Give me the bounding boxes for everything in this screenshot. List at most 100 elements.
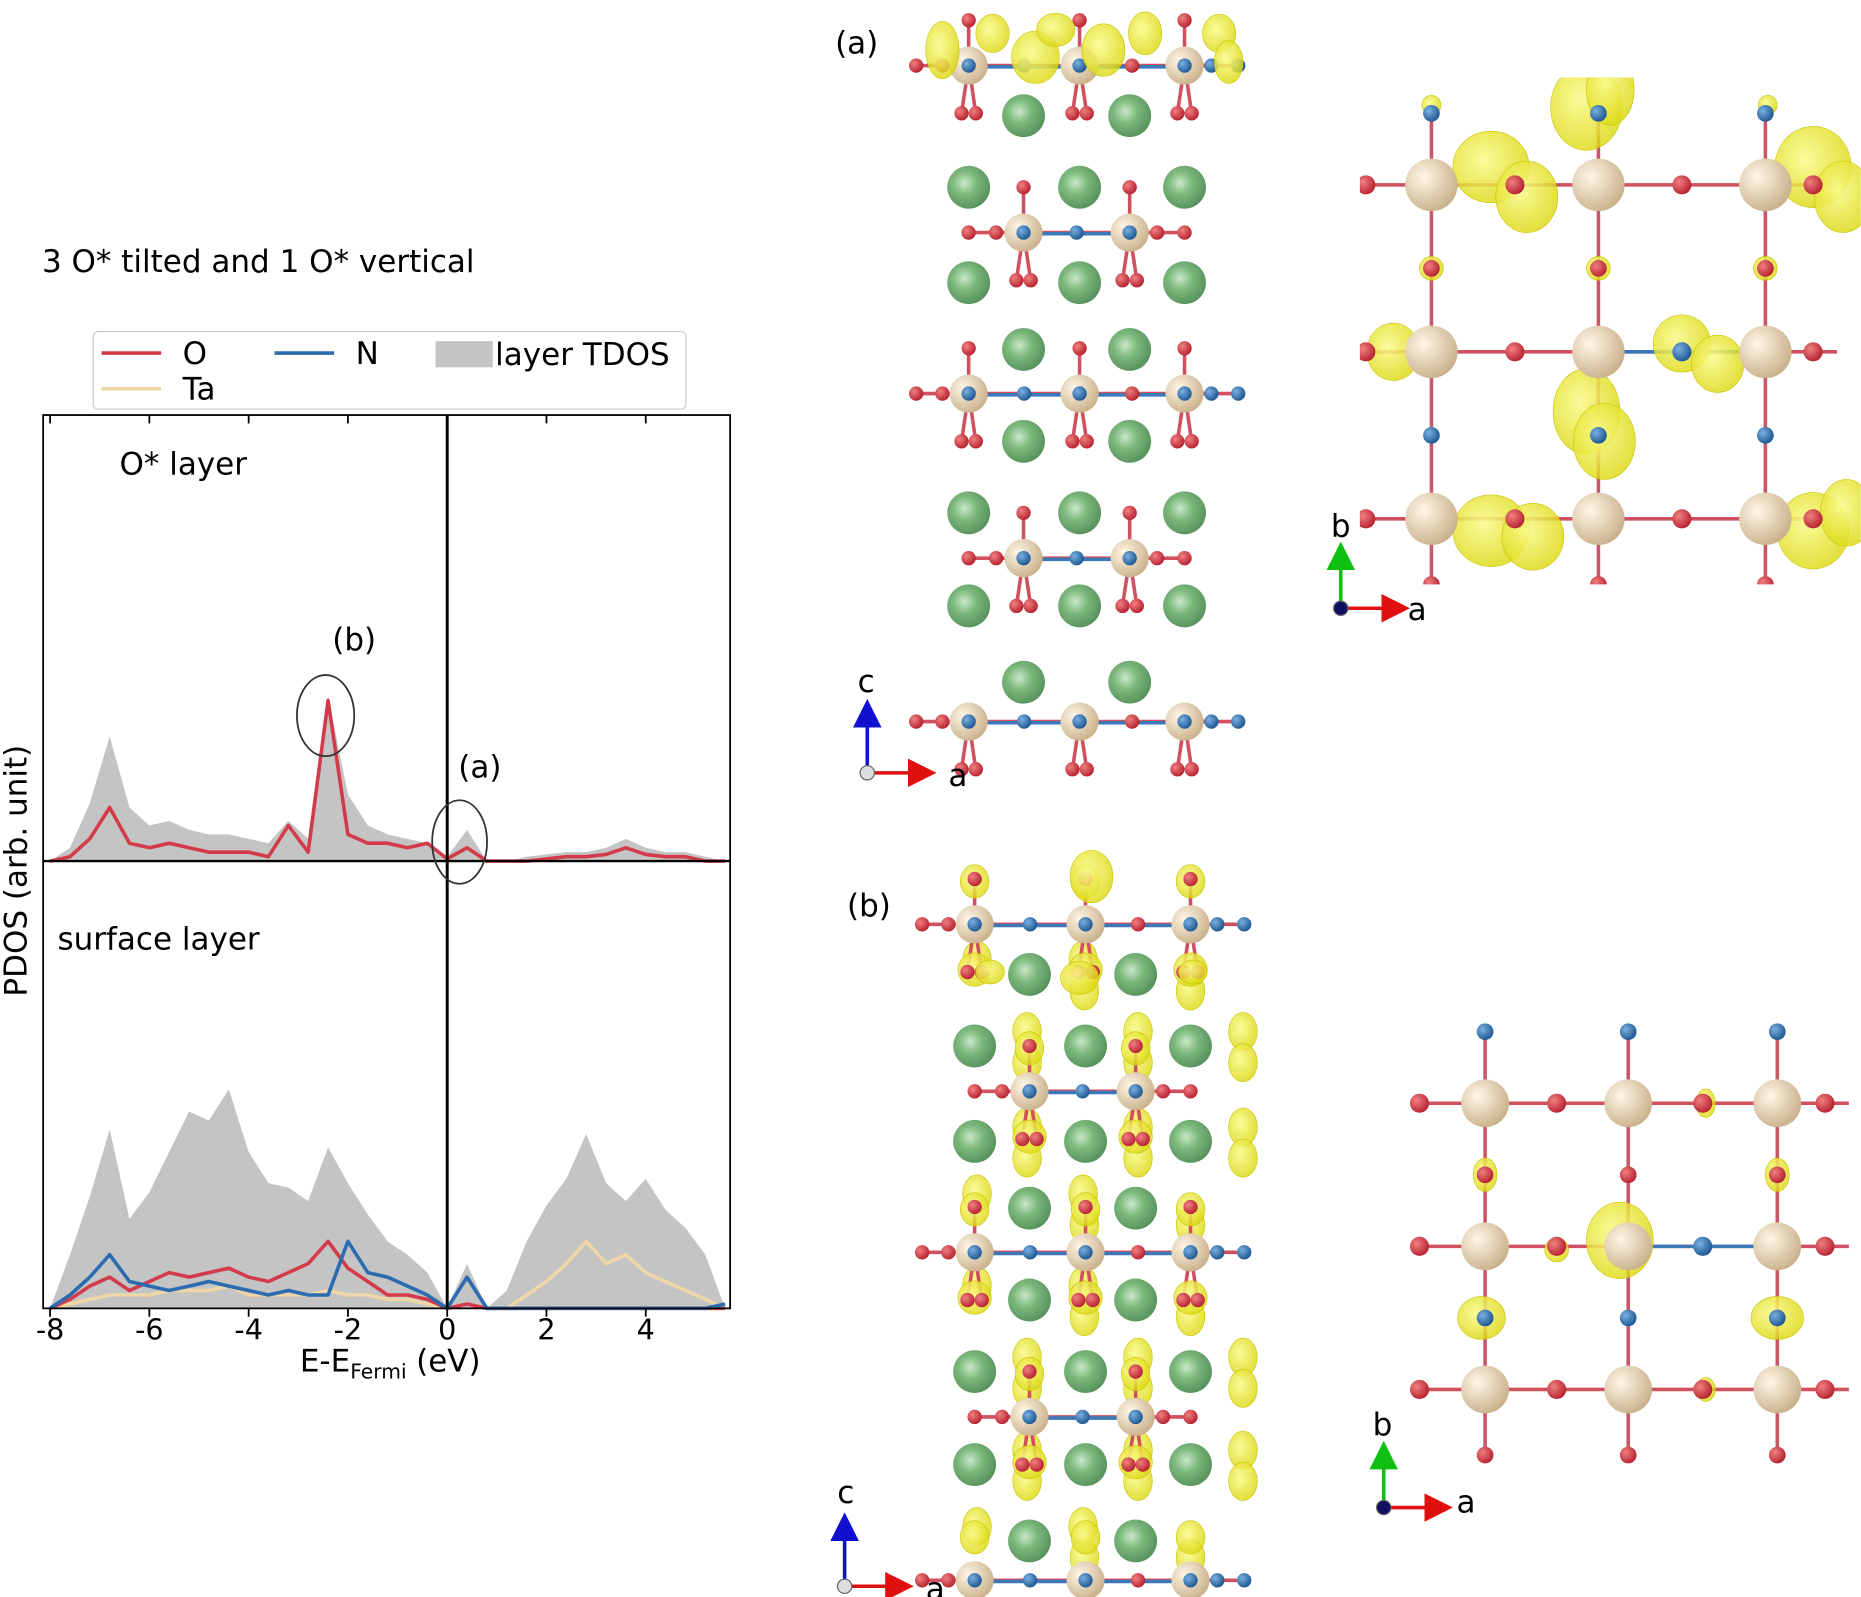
o-atom	[1065, 106, 1080, 121]
o-atom	[1115, 273, 1130, 288]
charge-density	[975, 14, 1010, 53]
axis-label: a	[948, 758, 967, 794]
anion-atom	[1155, 1084, 1171, 1099]
o-atom	[1129, 598, 1144, 614]
ta-atom	[1405, 325, 1458, 379]
ca-atom	[1108, 419, 1152, 463]
anion-atom	[1757, 104, 1774, 122]
anion-atom	[1476, 1166, 1494, 1184]
annotation-circle	[431, 799, 488, 885]
anion-atom	[1803, 175, 1823, 195]
ca-atom	[953, 1024, 997, 1068]
ca-atom	[1114, 952, 1158, 996]
ta-atom	[1739, 325, 1792, 379]
anion-atom	[1547, 1379, 1567, 1400]
anion-atom	[1155, 1409, 1171, 1425]
anion-atom	[1237, 1573, 1252, 1588]
n-atom	[1022, 1409, 1037, 1425]
o-atom	[1023, 598, 1038, 614]
ca-atom	[1008, 1519, 1051, 1563]
o-atom	[1170, 106, 1185, 121]
anion-atom	[988, 225, 1004, 240]
o-atom	[914, 1573, 930, 1588]
o-atom	[954, 106, 969, 121]
anion-atom	[1210, 917, 1225, 932]
n-atom	[1078, 1245, 1093, 1260]
ca-atom	[1002, 660, 1045, 704]
tdos-area	[50, 696, 726, 862]
o-atom	[961, 13, 976, 28]
o-atom	[1079, 106, 1094, 121]
o-atom	[961, 551, 976, 566]
ca-atom	[1002, 94, 1045, 138]
anion-atom	[1476, 1023, 1494, 1041]
y-axis-label: PDOS (arb. unit)	[0, 745, 34, 997]
o-atom	[1009, 273, 1024, 288]
ta-atom	[1753, 1365, 1802, 1414]
ta-atom	[1604, 1222, 1653, 1271]
o-atom	[1170, 434, 1185, 449]
ca-atom	[1163, 165, 1207, 209]
n-atom	[1177, 714, 1192, 729]
side-view	[909, 13, 1246, 777]
ca-atom	[1169, 1350, 1212, 1394]
o-atom	[1121, 1457, 1136, 1472]
anion-atom	[1768, 1446, 1786, 1464]
anion-atom	[1022, 917, 1038, 932]
o-atom	[914, 917, 930, 932]
charge-density	[925, 21, 960, 80]
axis-origin	[836, 1578, 853, 1595]
anion-atom	[1124, 58, 1140, 73]
o-atom	[961, 341, 976, 356]
o-atom	[1128, 1364, 1143, 1379]
ca-atom	[1169, 1119, 1212, 1163]
ca-atom	[1008, 952, 1051, 996]
o-atom	[1022, 1038, 1037, 1054]
axis-label: c	[837, 1475, 854, 1511]
axis-origin	[859, 765, 876, 781]
axis-label: a	[926, 1571, 945, 1597]
anion-atom	[1231, 386, 1246, 401]
ca-atom	[1108, 94, 1152, 138]
x-tick-label: 4	[637, 1312, 655, 1346]
x-label-sub: Fermi	[350, 1360, 406, 1384]
anion-atom	[1409, 1236, 1430, 1256]
anion-atom	[1149, 551, 1165, 566]
legend-swatch	[435, 341, 493, 368]
anion-atom	[1130, 1245, 1146, 1260]
side-view	[914, 864, 1258, 1597]
o-atom	[1170, 762, 1185, 777]
o-atom	[968, 434, 983, 449]
anion-atom	[1619, 1023, 1637, 1041]
anion-atom	[941, 917, 956, 932]
ca-atom	[1058, 261, 1102, 305]
ca-atom	[1114, 1519, 1158, 1563]
anion-atom	[1210, 1573, 1225, 1588]
anion-atom	[1016, 386, 1032, 401]
legend-box	[92, 330, 687, 410]
anion-atom	[1815, 1093, 1835, 1113]
charge-density	[975, 959, 1005, 985]
o-atom	[1128, 1038, 1143, 1054]
axis-indicator: ba	[1369, 1407, 1476, 1522]
anion-atom	[1803, 509, 1823, 529]
anion-atom	[1476, 1446, 1494, 1464]
anion-atom	[1231, 714, 1246, 729]
x-tick-label: -6	[135, 1312, 164, 1346]
x-tick-label: 0	[438, 1312, 456, 1346]
ca-atom	[1058, 584, 1102, 628]
ta-atom	[1604, 1365, 1653, 1414]
anion-atom	[1619, 1309, 1637, 1327]
anion-atom	[1409, 1379, 1430, 1400]
anion-atom	[1757, 576, 1774, 585]
ca-atom	[947, 584, 991, 628]
anion-atom	[994, 1409, 1010, 1425]
x-tick-label: -2	[334, 1312, 363, 1346]
charge-density	[1081, 23, 1126, 77]
anion-atom	[1768, 1166, 1786, 1184]
ca-atom	[953, 1443, 997, 1487]
n-atom	[1183, 917, 1198, 932]
n-atom	[1078, 917, 1093, 932]
charge-density	[1036, 12, 1076, 47]
